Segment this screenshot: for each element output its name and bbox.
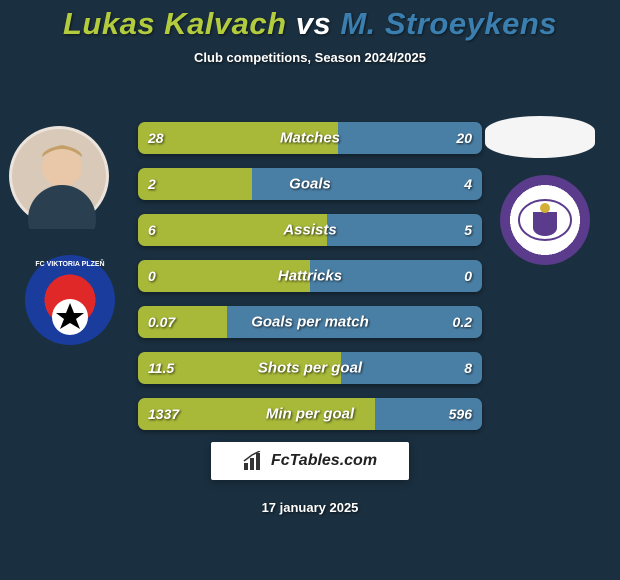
title: Lukas Kalvach vs M. Stroeykens bbox=[0, 0, 620, 42]
player2-photo bbox=[485, 116, 595, 158]
branding-badge: FcTables.com bbox=[211, 442, 409, 480]
stat-left-value: 1337 bbox=[148, 406, 179, 422]
player1-name: Lukas Kalvach bbox=[63, 6, 287, 41]
stat-row: Matches28 20 bbox=[138, 122, 482, 154]
chart-icon bbox=[243, 451, 265, 471]
stat-label: Hattricks bbox=[138, 268, 482, 285]
club2-logo: RSCA bbox=[500, 175, 590, 265]
stat-left-value: 0.07 bbox=[148, 314, 175, 330]
stat-row: Assists6 5 bbox=[138, 214, 482, 246]
stat-left-value: 2 bbox=[148, 176, 156, 192]
stat-right-value: 596 bbox=[449, 406, 472, 422]
stat-label: Assists bbox=[138, 222, 482, 239]
stat-left-value: 11.5 bbox=[148, 360, 174, 376]
stat-row: Hattricks0 0 bbox=[138, 260, 482, 292]
club1-label: FC VIKTORIA PLZEŇ bbox=[25, 261, 115, 268]
date-label: 17 january 2025 bbox=[0, 500, 620, 515]
stat-left-value: 6 bbox=[148, 222, 156, 238]
stat-bars: Matches28 20 Goals2 4 Assists6 5 Hattricks0 0 Go… bbox=[138, 122, 482, 444]
player1-photo bbox=[9, 126, 109, 226]
stat-right-value: 8 bbox=[464, 360, 472, 376]
stat-label: Goals bbox=[138, 176, 482, 193]
subtitle: Club competitions, Season 2024/2025 bbox=[0, 50, 620, 65]
stat-left-value: 0 bbox=[148, 268, 156, 284]
stat-left-value: 28 bbox=[148, 130, 164, 146]
stat-row: Goals2 4 bbox=[138, 168, 482, 200]
stat-right-value: 0 bbox=[464, 268, 472, 284]
stat-row: Min per goal1337 596 bbox=[138, 398, 482, 430]
stat-label: Matches bbox=[138, 130, 482, 147]
player2-name: M. Stroeykens bbox=[340, 6, 557, 41]
stat-label: Min per goal bbox=[138, 406, 482, 423]
stat-right-value: 20 bbox=[456, 130, 472, 146]
stat-label: Goals per match bbox=[138, 314, 482, 331]
stat-right-value: 0.2 bbox=[453, 314, 472, 330]
club1-logo: FC VIKTORIA PLZEŇ bbox=[25, 255, 115, 345]
comparison-infographic: Lukas Kalvach vs M. Stroeykens Club comp… bbox=[0, 0, 620, 580]
stat-row: Shots per goal11.5 8 bbox=[138, 352, 482, 384]
stat-right-value: 4 bbox=[464, 176, 472, 192]
stat-row: Goals per match0.07 0.2 bbox=[138, 306, 482, 338]
stat-right-value: 5 bbox=[464, 222, 472, 238]
vs-text: vs bbox=[296, 6, 331, 41]
stat-label: Shots per goal bbox=[138, 360, 482, 377]
branding-text: FcTables.com bbox=[271, 452, 377, 470]
